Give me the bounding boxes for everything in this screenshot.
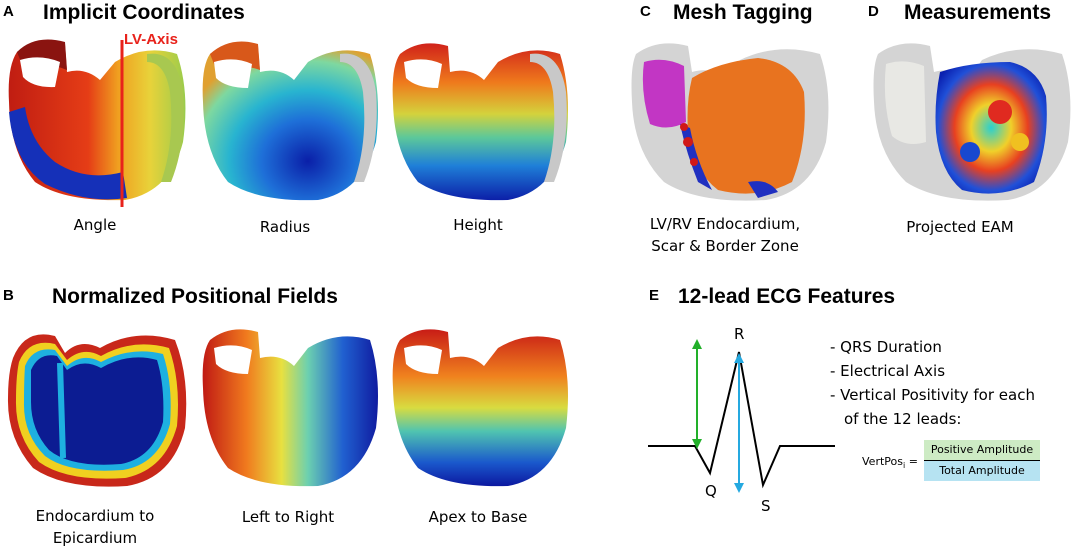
caption-left-right: Left to Right (241, 508, 335, 526)
heart-height-figure (392, 43, 568, 201)
panel-d-title: Measurements (904, 1, 1052, 24)
heart-endo-epi-figure (7, 334, 187, 487)
caption-mesh-line1: LV/RV Endocardium, (649, 215, 801, 233)
lv-axis-label: LV-Axis (124, 31, 178, 48)
fraction-bar (924, 460, 1040, 461)
panel-e-letter: E (649, 287, 660, 304)
heart-angle-figure (8, 39, 186, 207)
panel-b-letter: B (3, 287, 14, 304)
panel-b-title: Normalized Positional Fields (52, 285, 338, 308)
caption-radius: Radius (259, 218, 311, 236)
formula-numerator: Positive Amplitude (924, 440, 1040, 460)
panel-a-letter: A (3, 3, 14, 20)
caption-mesh-line2: Scar & Border Zone (651, 237, 799, 255)
ecg-label-r: R (734, 325, 745, 343)
heart-left-right-figure (202, 329, 378, 487)
formula-denominator: Total Amplitude (924, 461, 1040, 481)
ecg-feature-list: - QRS Duration - Electrical Axis - Verti… (830, 335, 1080, 431)
panel-c-title: Mesh Tagging (673, 1, 813, 24)
panel-d-letter: D (868, 3, 879, 20)
feature-twelve-leads: of the 12 leads: (844, 410, 962, 428)
heart-mesh-tagging-figure (631, 43, 829, 201)
ecg-trace (648, 351, 835, 489)
heart-apex-base-figure (392, 329, 568, 487)
caption-eam: Projected EAM (906, 218, 1014, 236)
feature-qrs-duration: - QRS Duration (830, 338, 942, 356)
panel-e-title: 12-lead ECG Features (678, 285, 896, 308)
heart-eam-figure (873, 43, 1071, 201)
vertpos-lhs: VertPosi = (862, 455, 918, 471)
heart-radius-figure (202, 41, 378, 201)
caption-angle: Angle (73, 216, 117, 234)
panel-c-letter: C (640, 3, 651, 20)
caption-endo-epi: Endocardium to Epicardium (35, 507, 155, 547)
ecg-label-q: Q (705, 482, 717, 500)
panel-a-title: Implicit Coordinates (43, 1, 245, 24)
ecg-waveform (648, 339, 835, 493)
caption-height: Height (453, 216, 503, 234)
feature-electrical-axis: - Electrical Axis (830, 362, 946, 380)
caption-apex-base: Apex to Base (428, 508, 528, 526)
ecg-label-s: S (761, 497, 771, 515)
feature-vertical-positivity: - Vertical Positivity for each (830, 386, 1035, 404)
